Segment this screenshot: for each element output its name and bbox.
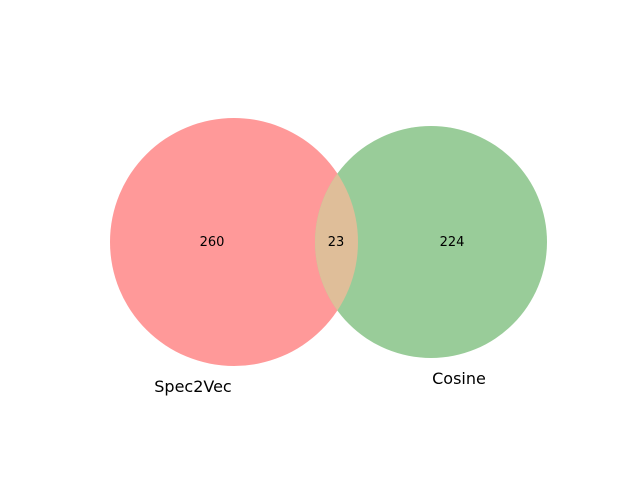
label-spec2vec: Spec2Vec	[154, 377, 231, 396]
cosine-only-count: 224	[440, 235, 465, 250]
label-cosine: Cosine	[432, 369, 486, 388]
circle-spec2vec	[110, 118, 358, 366]
intersection-count: 23	[328, 235, 345, 250]
circle-cosine	[315, 126, 547, 358]
spec2vec-only-count: 260	[200, 235, 225, 250]
